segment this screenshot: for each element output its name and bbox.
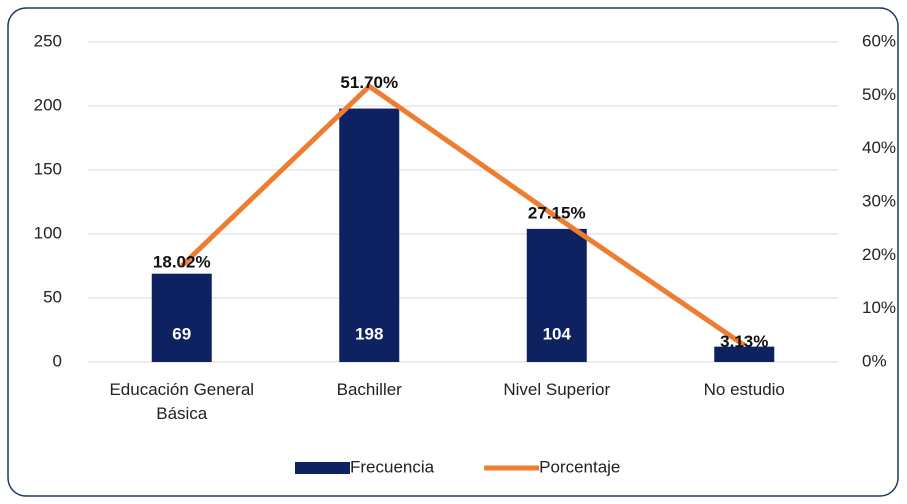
chart-border	[7, 7, 899, 497]
line-value-label: 18.02%	[153, 252, 211, 271]
legend-label: Frecuencia	[350, 457, 435, 476]
bar	[526, 228, 587, 362]
y2-tick-label: 40%	[862, 138, 896, 157]
line-value-label: 27.15%	[528, 204, 586, 223]
y-tick-label: 0	[53, 351, 62, 370]
x-tick-label: Nivel Superior	[503, 380, 611, 399]
bar-value-label: 12	[735, 324, 754, 343]
line-value-label: 3.13%	[720, 332, 768, 351]
bar-value-label: 198	[355, 324, 383, 343]
y2-tick-label: 20%	[862, 245, 896, 264]
y-tick-label: 200	[34, 95, 62, 114]
line	[180, 83, 746, 348]
y-tick-label: 50	[43, 287, 62, 306]
y2-tick-label: 0%	[862, 351, 887, 370]
line-value-label: 51.70%	[340, 73, 398, 92]
bar	[714, 346, 775, 362]
x-tick-label: Bachiller	[336, 380, 402, 399]
bar-value-label: 104	[543, 324, 572, 343]
legend-label: Porcentaje	[539, 457, 620, 476]
y-tick-label: 250	[34, 31, 62, 50]
bar	[339, 108, 400, 362]
x-tick-label: Educación General Básica	[109, 380, 255, 423]
y-tick-label: 150	[34, 159, 62, 178]
bar	[151, 273, 212, 362]
y2-tick-label: 30%	[862, 191, 896, 210]
bar-value-label: 69	[172, 324, 191, 343]
x-tick-label: No estudio	[703, 380, 785, 399]
y-tick-label: 100	[34, 223, 62, 242]
y2-tick-label: 10%	[862, 298, 896, 317]
y2-tick-label: 50%	[862, 85, 896, 104]
legend-swatch	[295, 462, 350, 474]
y2-tick-label: 60%	[862, 31, 896, 50]
